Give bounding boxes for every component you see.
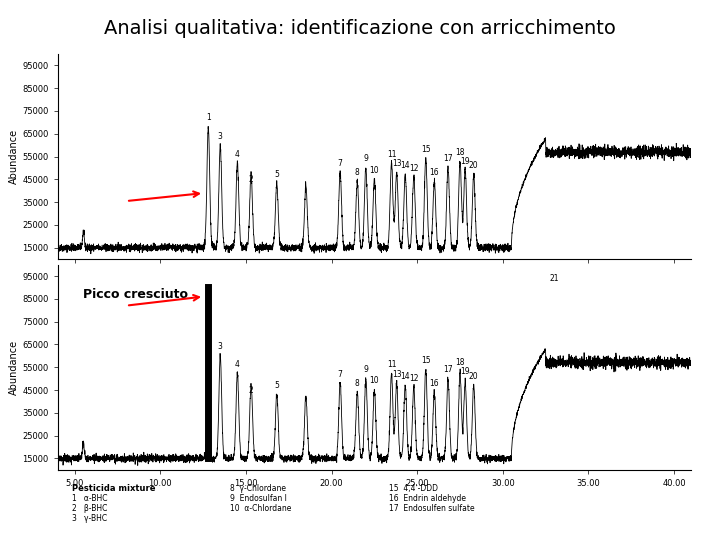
Text: 7: 7 — [338, 369, 343, 379]
Y-axis label: Abundance: Abundance — [9, 340, 19, 395]
Text: 18: 18 — [455, 358, 465, 367]
Text: 16  Endrin aldehyde: 16 Endrin aldehyde — [389, 494, 466, 503]
Text: 11: 11 — [387, 361, 396, 369]
Text: 13: 13 — [392, 369, 402, 379]
Text: 7: 7 — [338, 159, 343, 168]
Text: 21: 21 — [549, 274, 559, 283]
Text: 9  Endosulfan I: 9 Endosulfan I — [230, 494, 287, 503]
Text: Pesticida mixture: Pesticida mixture — [72, 484, 156, 494]
Text: 17: 17 — [444, 365, 453, 374]
Text: Analisi qualitativa: identificazione con arricchimento: Analisi qualitativa: identificazione con… — [104, 19, 616, 38]
Text: 3: 3 — [218, 132, 222, 140]
Text: 5: 5 — [274, 381, 279, 390]
Text: 1   α-BHC: 1 α-BHC — [72, 494, 107, 503]
Text: 17  Endosulfen sulfate: 17 Endosulfen sulfate — [389, 504, 474, 513]
Text: 12: 12 — [409, 374, 418, 383]
Text: 10  α-Chlordane: 10 α-Chlordane — [230, 504, 292, 513]
Text: 2: 2 — [248, 386, 253, 395]
Text: 20: 20 — [469, 372, 479, 381]
Text: 4: 4 — [235, 361, 240, 369]
Text: 2   β-BHC: 2 β-BHC — [72, 504, 107, 513]
Text: 3: 3 — [218, 342, 222, 351]
Text: 5: 5 — [274, 171, 279, 179]
Text: 1: 1 — [206, 113, 211, 123]
Text: 12: 12 — [409, 164, 418, 173]
Y-axis label: Abundance: Abundance — [9, 129, 19, 184]
Text: 14: 14 — [400, 161, 410, 170]
Text: 11: 11 — [387, 150, 396, 159]
Text: 13: 13 — [392, 159, 402, 168]
Text: 8  γ-Chlordane: 8 γ-Chlordane — [230, 484, 287, 494]
Text: 15: 15 — [421, 356, 431, 365]
Text: 8: 8 — [355, 168, 360, 177]
Text: 10: 10 — [369, 376, 379, 386]
Text: 14: 14 — [400, 372, 410, 381]
Text: 20: 20 — [469, 161, 479, 170]
Text: 3   γ-BHC: 3 γ-BHC — [72, 514, 107, 523]
Text: 9: 9 — [364, 365, 368, 374]
Text: 19: 19 — [460, 157, 470, 166]
Text: 2: 2 — [248, 175, 253, 184]
Text: 16: 16 — [430, 379, 439, 388]
Text: 4: 4 — [235, 150, 240, 159]
Text: 17: 17 — [444, 154, 453, 164]
Text: 15  4,4'-DDD: 15 4,4'-DDD — [389, 484, 438, 494]
Text: 15: 15 — [421, 145, 431, 154]
Text: 10: 10 — [369, 166, 379, 175]
Text: 8: 8 — [355, 379, 360, 388]
Text: 16: 16 — [430, 168, 439, 177]
Text: Picco cresciuto: Picco cresciuto — [84, 288, 189, 301]
Text: 9: 9 — [364, 154, 368, 164]
Text: 19: 19 — [460, 367, 470, 376]
Text: 18: 18 — [455, 147, 465, 157]
